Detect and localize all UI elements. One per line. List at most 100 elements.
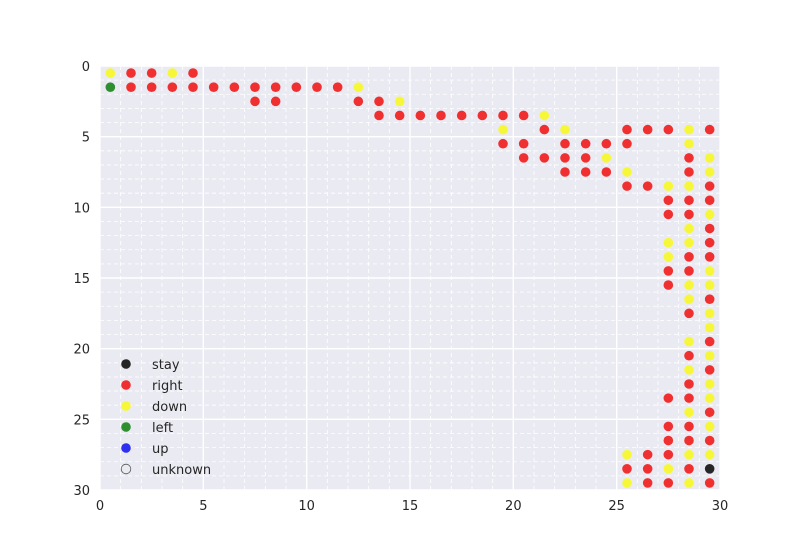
- data-point-right: [684, 421, 694, 432]
- data-point-right: [560, 153, 570, 163]
- x-tick-label: 15: [402, 499, 419, 514]
- data-point-right: [126, 68, 136, 78]
- x-tick-label: 0: [96, 499, 104, 514]
- data-point-right: [580, 153, 591, 163]
- data-point-right: [601, 167, 612, 177]
- data-point-right: [684, 393, 694, 403]
- data-point-right: [642, 478, 653, 488]
- data-point-right: [622, 138, 632, 149]
- legend-marker-up: [121, 443, 131, 453]
- data-point-right: [126, 82, 136, 92]
- data-point-down: [663, 251, 674, 262]
- data-point-right: [642, 449, 653, 460]
- data-point-right: [477, 110, 488, 121]
- data-point-down: [601, 153, 612, 163]
- data-point-right: [250, 96, 260, 107]
- data-point-right: [642, 464, 653, 474]
- x-tick-label: 5: [199, 499, 207, 514]
- data-point-right: [704, 365, 715, 375]
- data-point-right: [642, 124, 653, 135]
- data-point-stay: [704, 464, 715, 474]
- data-point-right: [580, 138, 591, 149]
- y-tick-label: 5: [82, 131, 90, 146]
- data-point-down: [684, 449, 694, 460]
- data-point-down: [684, 124, 694, 135]
- data-point-right: [146, 68, 157, 78]
- data-point-right: [374, 96, 384, 107]
- data-point-right: [663, 195, 674, 206]
- data-point-right: [704, 435, 715, 446]
- data-point-right: [374, 110, 384, 121]
- data-point-right: [684, 266, 694, 276]
- data-point-right: [518, 153, 529, 163]
- data-point-right: [663, 478, 674, 488]
- data-point-right: [684, 435, 694, 446]
- data-point-down: [684, 365, 694, 375]
- data-point-down: [663, 237, 674, 248]
- data-point-right: [560, 167, 570, 177]
- data-point-right: [291, 82, 302, 92]
- y-tick-label: 25: [73, 413, 90, 428]
- data-point-right: [663, 209, 674, 220]
- data-point-down: [560, 124, 570, 135]
- data-point-down: [684, 336, 694, 347]
- data-point-right: [270, 82, 281, 92]
- data-point-right: [663, 435, 674, 446]
- data-point-down: [684, 237, 694, 248]
- data-point-down: [704, 449, 715, 460]
- data-point-down: [704, 153, 715, 163]
- data-point-right: [663, 266, 674, 276]
- data-point-down: [539, 110, 550, 121]
- data-point-right: [498, 138, 508, 149]
- data-point-down: [704, 167, 715, 177]
- data-point-right: [704, 237, 715, 248]
- data-point-right: [684, 464, 694, 474]
- data-point-down: [663, 181, 674, 191]
- y-tick-label: 20: [73, 343, 90, 358]
- legend-marker-unknown: [120, 463, 132, 475]
- x-tick-label: 25: [608, 499, 625, 514]
- data-point-right: [580, 167, 591, 177]
- data-point-down: [704, 393, 715, 403]
- data-point-left: [105, 82, 116, 92]
- data-point-right: [539, 124, 550, 135]
- data-point-down: [704, 322, 715, 333]
- data-point-right: [332, 82, 343, 92]
- data-point-right: [684, 308, 694, 319]
- data-point-down: [684, 138, 694, 149]
- x-axis-tick-labels: 0 5 10 15 20 25 30: [96, 499, 728, 514]
- data-point-right: [684, 167, 694, 177]
- y-tick-label: 10: [73, 201, 90, 216]
- data-point-right: [188, 82, 198, 92]
- data-point-right: [704, 195, 715, 206]
- legend-label-down: down: [152, 400, 187, 415]
- legend-marker-down: [121, 401, 131, 411]
- data-point-right: [456, 110, 467, 121]
- data-point-down: [684, 223, 694, 234]
- legend-label-left: left: [152, 421, 173, 436]
- data-point-right: [684, 153, 694, 163]
- data-point-right: [684, 195, 694, 206]
- data-point-down: [105, 68, 116, 78]
- data-point-down: [622, 449, 632, 460]
- data-point-down: [622, 478, 632, 488]
- data-point-right: [684, 209, 694, 220]
- data-point-right: [167, 82, 178, 92]
- data-point-right: [622, 124, 632, 135]
- y-tick-label: 15: [73, 272, 90, 287]
- data-point-right: [663, 393, 674, 403]
- data-point-down: [704, 209, 715, 220]
- data-point-down: [704, 350, 715, 361]
- legend-label-right: right: [152, 379, 183, 394]
- y-tick-label: 30: [73, 484, 90, 499]
- data-point-right: [704, 478, 715, 488]
- data-point-down: [704, 280, 715, 290]
- data-point-right: [663, 280, 674, 290]
- data-point-down: [684, 294, 694, 305]
- data-point-down: [663, 464, 674, 474]
- legend-label-up: up: [152, 442, 169, 457]
- data-point-right: [312, 82, 322, 92]
- data-point-right: [539, 153, 550, 163]
- legend-marker-left: [121, 422, 131, 432]
